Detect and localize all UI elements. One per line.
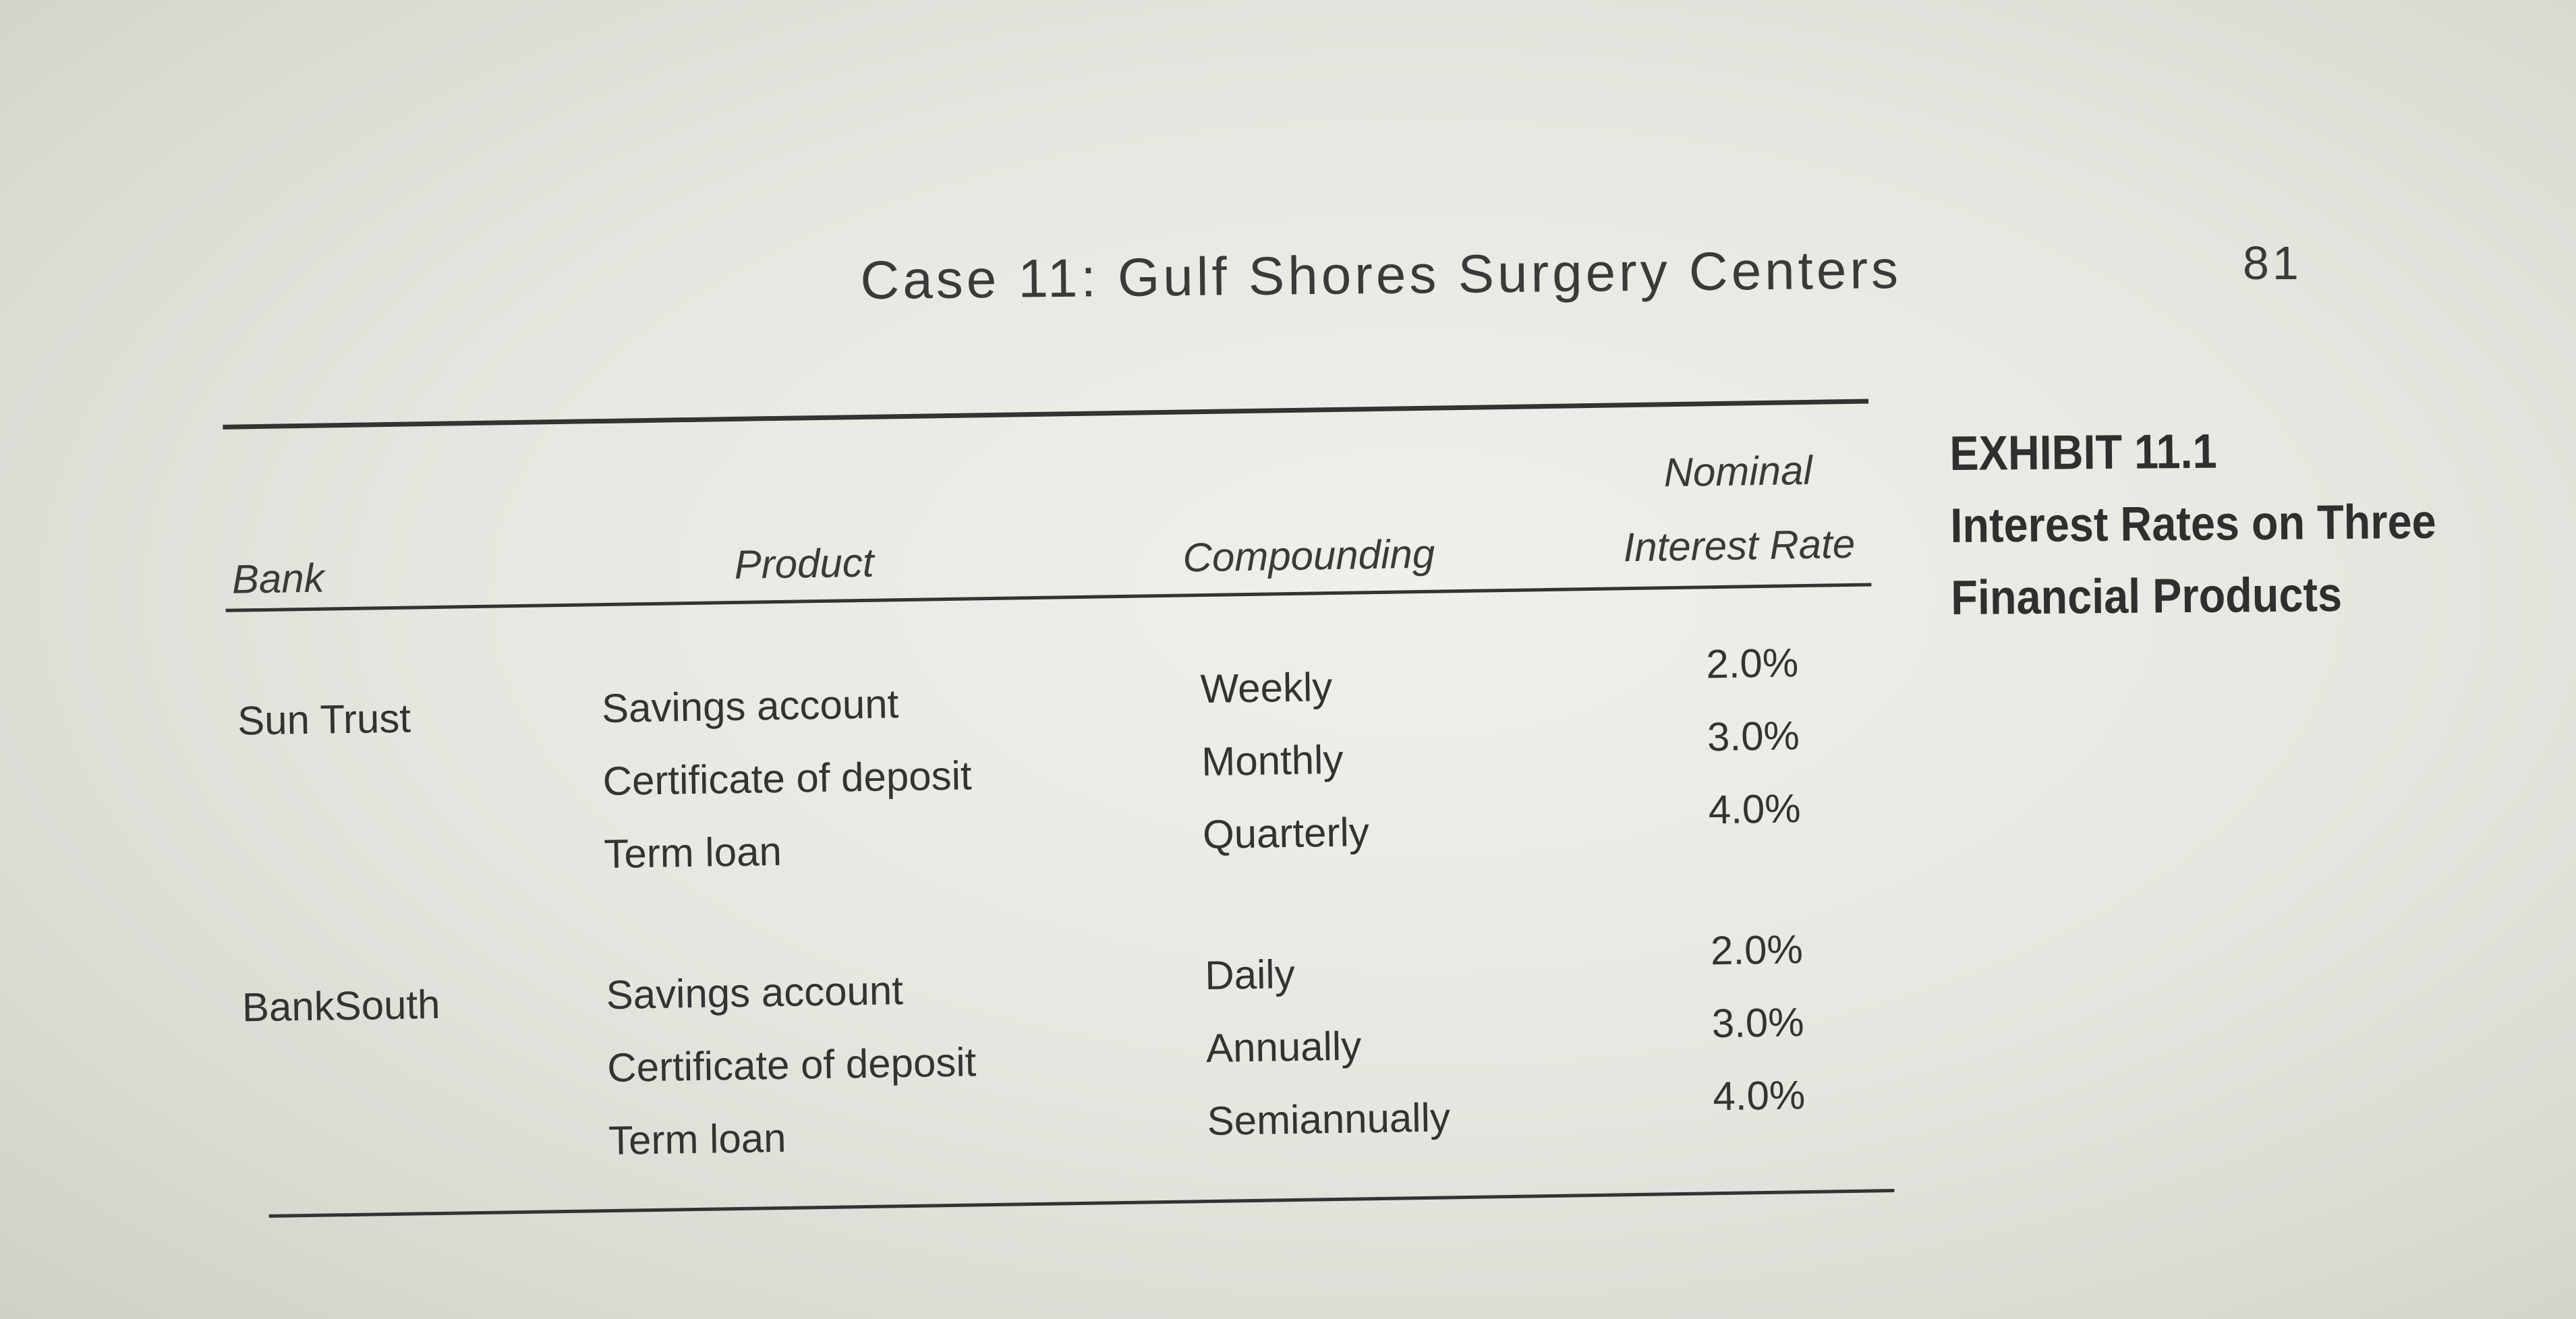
product-cell: Savings account: [601, 681, 899, 732]
exhibit-caption-line-1: Interest Rates on Three: [1950, 494, 2436, 553]
page-number: 81: [2243, 237, 2302, 289]
compounding-cell: Quarterly: [1202, 809, 1370, 858]
compounding-cell: Weekly: [1200, 664, 1333, 712]
column-header-compounding: Compounding: [1182, 531, 1435, 581]
interest-rate-table: Nominal Interest Rate Bank Product Compo…: [216, 385, 1901, 1248]
compounding-cell: Semiannually: [1207, 1094, 1451, 1144]
rate-cell: 3.0%: [1707, 713, 1800, 760]
column-header-rate: Nominal Interest Rate: [1603, 432, 1874, 585]
column-header-rate-line-1: Nominal: [1663, 447, 1813, 496]
product-cell: Term loan: [603, 828, 782, 877]
rate-cell: 3.0%: [1711, 999, 1805, 1047]
product-cell: Certificate of deposit: [606, 1039, 977, 1090]
table-top-rule: [223, 399, 1869, 430]
exhibit-caption: EXHIBIT 11.1 Interest Rates on Three Fin…: [1949, 414, 2437, 635]
exhibit-label: EXHIBIT 11.1: [1949, 424, 2217, 481]
compounding-cell: Annually: [1205, 1023, 1362, 1072]
compounding-cell: Monthly: [1201, 736, 1344, 785]
bank-name: Sun Trust: [237, 695, 411, 744]
column-header-product: Product: [734, 539, 874, 587]
product-cell: Savings account: [606, 968, 904, 1018]
rate-cell: 2.0%: [1705, 640, 1799, 687]
table-bottom-rule: [268, 1189, 1895, 1218]
rate-cell: 4.0%: [1712, 1072, 1806, 1119]
table-header-rule: [225, 583, 1872, 612]
product-cell: Term loan: [608, 1115, 786, 1163]
product-cell: Certificate of deposit: [602, 753, 973, 804]
page-title: Case 11: Gulf Shores Surgery Centers: [860, 239, 1902, 310]
bank-name: BankSouth: [241, 981, 440, 1030]
column-header-rate-line-2: Interest Rate: [1623, 521, 1856, 570]
rate-cell: 4.0%: [1708, 786, 1802, 833]
compounding-cell: Daily: [1204, 951, 1296, 999]
rate-cell: 2.0%: [1710, 927, 1804, 974]
exhibit-caption-line-2: Financial Products: [1950, 567, 2343, 625]
column-header-bank: Bank: [231, 555, 325, 602]
